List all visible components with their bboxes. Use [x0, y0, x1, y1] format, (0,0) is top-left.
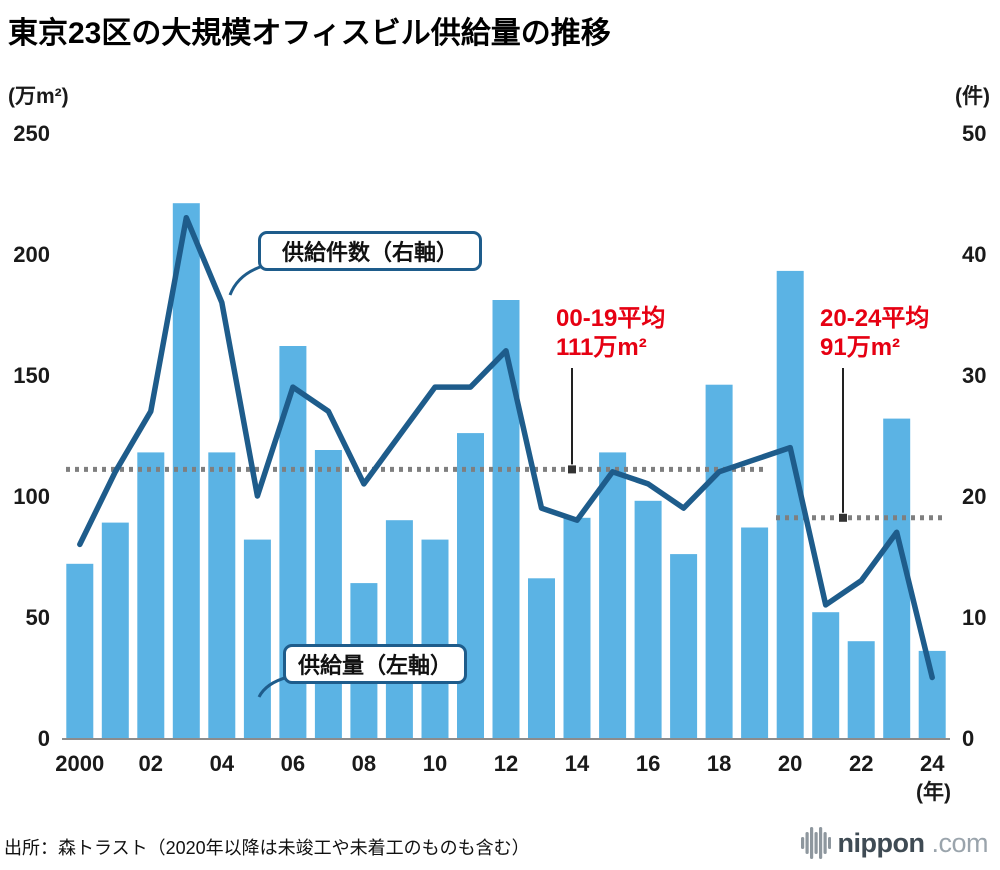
- source-note: 出所：森トラスト（2020年以降は未竣工や未着工のものも含む）: [4, 838, 530, 858]
- x-axis-tick: 24: [920, 751, 945, 776]
- avg-20-24-annotation: 20-24平均 91万m²: [820, 304, 929, 362]
- supply-bar-2013: [528, 578, 555, 738]
- supply-bar-2014: [563, 517, 591, 738]
- left-axis-tick: 50: [26, 605, 50, 630]
- nippon-logo-icon: [800, 827, 831, 859]
- avg-20-24-line2: 91万m²: [820, 334, 901, 361]
- left-axis-unit: (万m²): [8, 85, 69, 108]
- x-axis-tick: 16: [636, 751, 660, 776]
- avg-20-24-line1: 20-24平均: [820, 305, 930, 332]
- left-axis-tick: 100: [13, 484, 50, 509]
- bar-series-callout: 供給量（左軸）: [283, 644, 467, 684]
- right-axis-tick: 30: [962, 363, 986, 388]
- supply-bar-2020: [776, 270, 804, 738]
- nippon-logo: nippon .com: [800, 826, 988, 860]
- line-series-callout-label: 供給件数（右軸）: [281, 240, 458, 265]
- bar-series-callout-label: 供給量（左軸）: [297, 653, 452, 678]
- left-axis-tick: 200: [13, 242, 50, 267]
- supply-bar-2010: [421, 539, 449, 738]
- avg-20-24-dot: [839, 513, 847, 522]
- x-axis-tick: 08: [352, 751, 376, 776]
- right-axis-tick: 10: [962, 605, 986, 630]
- x-axis-tick: 12: [494, 751, 518, 776]
- supply-bar-2015: [599, 452, 627, 738]
- x-axis-tick: 06: [281, 751, 305, 776]
- avg-00-19-dot: [568, 465, 576, 474]
- nippon-logo-tld: .com: [931, 827, 988, 858]
- supply-bar-2004: [208, 452, 236, 738]
- avg-00-19-line1: 00-19平均: [556, 305, 666, 332]
- x-axis-tick: 22: [849, 751, 873, 776]
- x-axis-tick: 10: [423, 751, 447, 776]
- supply-bar-2017: [670, 554, 698, 738]
- x-axis-unit: (年): [916, 781, 951, 804]
- x-axis-tick: 18: [707, 751, 731, 776]
- supply-bar-2001: [101, 522, 129, 738]
- supply-bar-2018: [705, 384, 733, 738]
- left-axis-tick: 250: [13, 121, 50, 146]
- supply-bar-2009: [385, 520, 413, 738]
- x-axis-tick: 04: [210, 751, 235, 776]
- supply-bar-2019: [741, 527, 769, 738]
- avg-00-19-line2: 111万m²: [556, 334, 647, 361]
- supply-bar-2000: [66, 563, 94, 738]
- supply-bar-2005: [243, 539, 271, 738]
- left-axis-tick: 0: [38, 726, 50, 751]
- supply-bar-2011: [457, 433, 484, 738]
- right-axis-tick: 50: [962, 121, 986, 146]
- right-axis-tick: 0: [962, 726, 974, 751]
- supply-count-line: [77, 214, 935, 681]
- x-axis-tick: 14: [565, 751, 590, 776]
- avg-00-19-annotation: 00-19平均 111万m²: [556, 304, 665, 362]
- right-axis-tick: 40: [962, 242, 986, 267]
- right-axis-tick: 20: [962, 484, 986, 509]
- right-axis-unit: (件): [955, 85, 990, 108]
- supply-bar-2012: [492, 300, 520, 738]
- supply-bar-2021: [812, 612, 840, 738]
- x-axis-tick: 02: [139, 751, 163, 776]
- supply-bar-2022: [847, 641, 875, 738]
- x-axis-tick: 2000: [55, 751, 104, 776]
- line-callout-tail: [228, 264, 264, 296]
- line-series-callout: 供給件数（右軸）: [258, 231, 482, 271]
- left-axis-tick: 150: [13, 363, 50, 388]
- page-title: 東京23区の大規模オフィスビル供給量の推移: [8, 17, 611, 50]
- supply-bar-2016: [634, 500, 662, 738]
- supply-bar-2024: [918, 650, 946, 738]
- supply-bar-2007: [314, 450, 342, 738]
- supply-bar-2002: [137, 452, 165, 738]
- x-axis-tick: 20: [778, 751, 802, 776]
- nippon-logo-brand: nippon: [837, 827, 925, 858]
